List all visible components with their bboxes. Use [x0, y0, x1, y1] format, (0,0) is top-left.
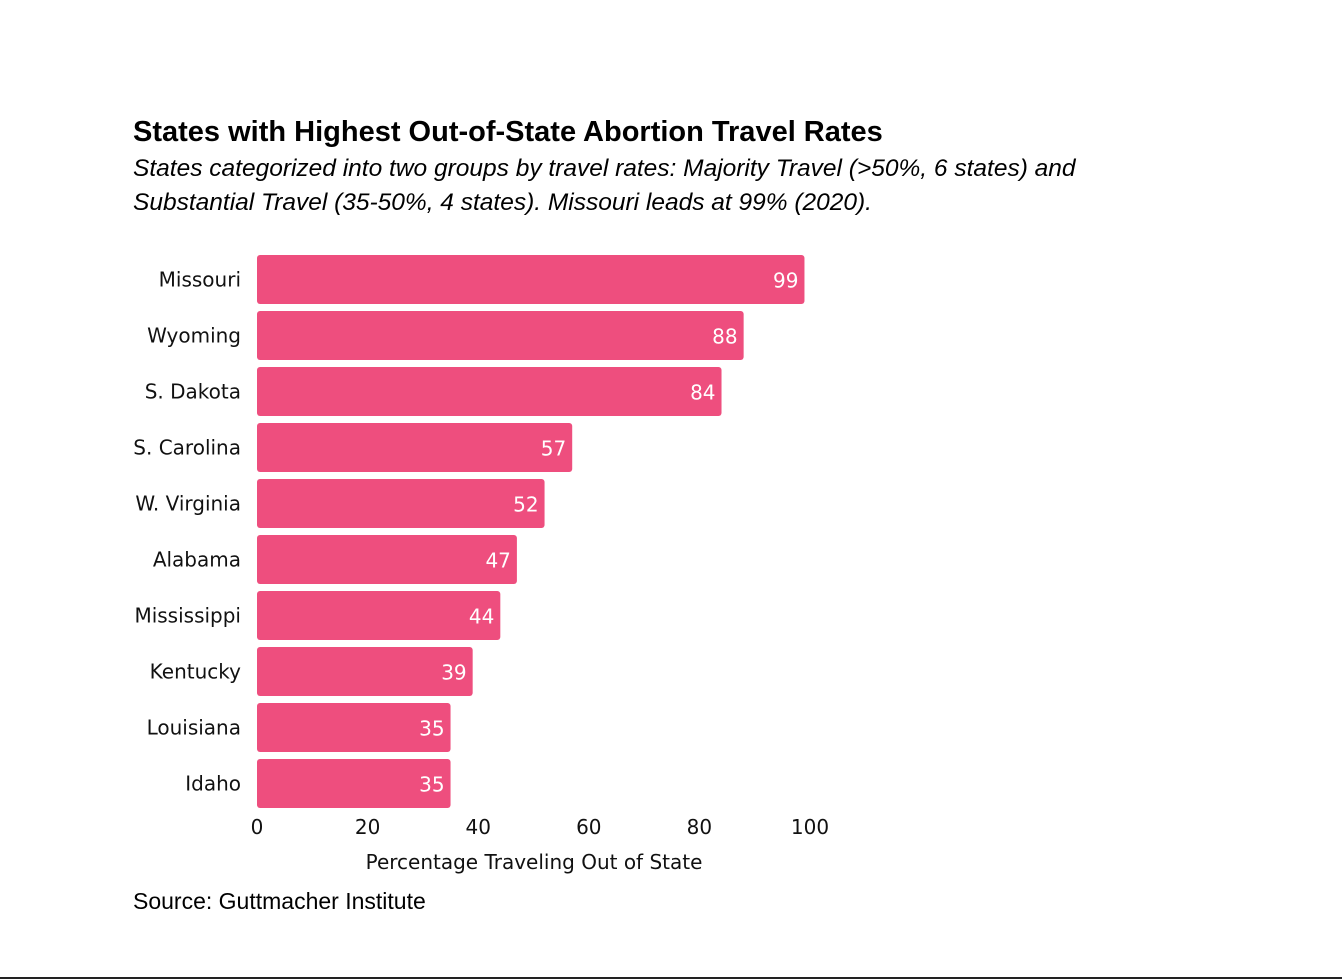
bar — [257, 759, 451, 808]
chart-title: States with Highest Out-of-State Abortio… — [133, 116, 883, 148]
bar — [257, 479, 545, 528]
bar-value-labels: 99 88 84 57 52 47 44 39 35 35 — [419, 269, 798, 797]
x-axis-ticks: 0 20 40 60 80 100 — [251, 815, 829, 839]
bars — [257, 255, 805, 808]
bar-value-label: 35 — [419, 773, 444, 797]
bar-value-label: 35 — [419, 717, 444, 741]
bar-value-label: 39 — [441, 661, 466, 685]
bar-value-label: 88 — [712, 325, 737, 349]
bar — [257, 535, 517, 584]
bar — [257, 591, 501, 640]
bar-value-label: 47 — [485, 549, 510, 573]
category-label: Louisiana — [147, 716, 241, 740]
chart-subtitle: States categorized into two groups by tr… — [133, 155, 1076, 216]
category-label: S. Dakota — [145, 380, 241, 404]
x-tick-label: 80 — [687, 815, 712, 839]
category-label: Alabama — [153, 548, 241, 572]
category-label: Mississippi — [134, 604, 241, 628]
x-tick-label: 0 — [251, 815, 264, 839]
category-label: Kentucky — [150, 660, 241, 684]
category-label: Idaho — [185, 772, 241, 796]
bar — [257, 423, 573, 472]
bar-value-label: 99 — [773, 269, 798, 293]
x-tick-label: 20 — [355, 815, 380, 839]
bar — [257, 311, 744, 360]
source-note: Source: Guttmacher Institute — [133, 888, 426, 914]
category-label: Missouri — [159, 268, 241, 292]
bar-value-label: 52 — [513, 493, 538, 517]
bar — [257, 703, 451, 752]
bar-value-label: 84 — [690, 381, 715, 405]
bar-value-label: 44 — [469, 605, 494, 629]
bottom-divider — [0, 977, 1342, 979]
category-label: Wyoming — [147, 324, 241, 348]
x-tick-label: 100 — [791, 815, 829, 839]
y-axis-labels: Missouri Wyoming S. Dakota S. Carolina W. Vi… — [133, 268, 241, 796]
bar — [257, 367, 722, 416]
bar — [257, 647, 473, 696]
bar — [257, 255, 805, 304]
x-tick-label: 40 — [465, 815, 490, 839]
category-label: S. Carolina — [133, 436, 241, 460]
bar-value-label: 57 — [541, 437, 566, 461]
category-label: W. Virginia — [135, 492, 241, 516]
x-axis-title: Percentage Traveling Out of State — [366, 850, 703, 874]
x-tick-label: 60 — [576, 815, 601, 839]
